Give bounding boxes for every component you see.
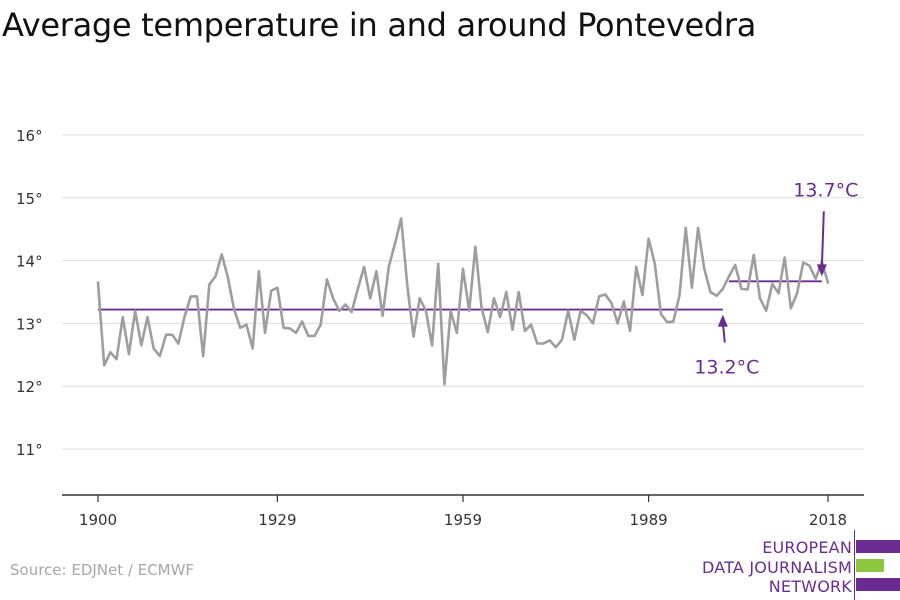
annotations: 13.2°C 13.7°C: [694, 179, 858, 378]
logo-line-1: EUROPEAN: [762, 538, 852, 557]
gridlines: [62, 134, 864, 450]
source-note: Source: EDJNet / ECMWF: [10, 561, 195, 579]
logo-line-2: DATA JOURNALISM: [702, 558, 852, 577]
series-line-temperature: [96, 217, 830, 386]
logo-line-3: NETWORK: [768, 577, 852, 596]
y-tick-label: 12°: [16, 378, 43, 396]
annotation-arrow-head: [816, 264, 827, 277]
logo-bar-middle: [856, 559, 884, 572]
x-axis-tick-labels: 1900 1929 1959 1989 2018: [79, 495, 847, 529]
y-tick-label: 13°: [16, 315, 43, 333]
x-tick-label: 1929: [258, 511, 296, 529]
x-tick-label: 1959: [444, 511, 482, 529]
logo-bar-bottom: [856, 578, 900, 591]
series-layer: [96, 217, 830, 386]
y-tick-label: 14°: [16, 253, 43, 271]
annotation-arrow-head: [717, 314, 728, 327]
y-tick-label: 16°: [16, 127, 43, 145]
y-tick-label: 11°: [16, 441, 43, 459]
x-tick-label: 1989: [629, 511, 667, 529]
x-tick-label: 2018: [809, 511, 847, 529]
annotation-arrow-shaft: [820, 211, 825, 269]
x-tick-label: 1900: [79, 511, 117, 529]
y-tick-label: 15°: [16, 190, 43, 208]
edjnet-logo: EUROPEAN DATA JOURNALISM NETWORK: [700, 530, 900, 600]
annotation-2: 13.7°C: [793, 179, 858, 277]
annotation-label: 13.2°C: [694, 357, 759, 379]
logo-divider: [854, 530, 855, 600]
chart-title: Average temperature in and around Pontev…: [2, 6, 757, 44]
logo-bar-top: [856, 540, 900, 553]
y-axis-tick-labels: 11° 12° 13° 14° 15° 16°: [16, 127, 43, 459]
annotation-label: 13.7°C: [793, 179, 858, 201]
annotation-1: 13.2°C: [694, 314, 759, 379]
